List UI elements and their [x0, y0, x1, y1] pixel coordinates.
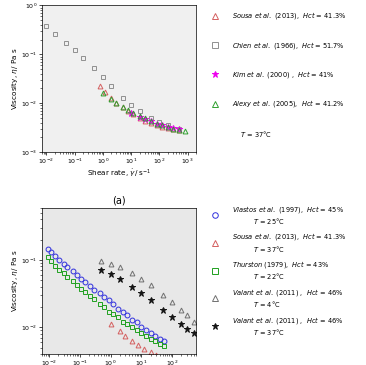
Text: $\mathit{T}$ = 37°C: $\mathit{T}$ = 37°C — [232, 129, 272, 139]
Text: (a): (a) — [112, 196, 126, 206]
Y-axis label: Viscosity, $\eta$/ Pa s: Viscosity, $\eta$/ Pa s — [10, 250, 20, 312]
Text: $\mathit{Kim}$ $\mathit{et}$ $\mathit{al.}$ (2000) ,  $\mathit{Hct}$ = 41%: $\mathit{Kim}$ $\mathit{et}$ $\mathit{al… — [232, 69, 334, 80]
Text: $\mathit{Sousa}$ $\mathit{et}$ $\mathit{al.}$ (2013),  $\mathit{Hct}$ = 41.3%: $\mathit{Sousa}$ $\mathit{et}$ $\mathit{… — [232, 231, 346, 242]
Text: $\mathit{T}$ = 37°C: $\mathit{T}$ = 37°C — [232, 243, 284, 254]
Y-axis label: Viscosity, $\eta$/ Pa s: Viscosity, $\eta$/ Pa s — [10, 47, 20, 110]
Text: $\mathit{Valant}$ $\mathit{et}$ $\mathit{al.}$ (2011) ,  $\mathit{Hct}$ = 46%: $\mathit{Valant}$ $\mathit{et}$ $\mathit… — [232, 287, 343, 298]
Text: $\mathit{T}$ = 37°C: $\mathit{T}$ = 37°C — [232, 327, 284, 337]
Text: $\mathit{T}$ = 25°C: $\mathit{T}$ = 25°C — [232, 216, 284, 226]
Text: $\mathit{Valant}$ $\mathit{et}$ $\mathit{al.}$ (2011) ,  $\mathit{Hct}$ = 46%: $\mathit{Valant}$ $\mathit{et}$ $\mathit… — [232, 315, 343, 326]
Text: $\mathit{Alexy}$ $\mathit{et}$ $\mathit{al.}$ (2005),  $\mathit{Hct}$ = 41.2%: $\mathit{Alexy}$ $\mathit{et}$ $\mathit{… — [232, 98, 344, 109]
Text: $\mathit{Thurston}$ (1979),  $\mathit{Hct}$ = 43%: $\mathit{Thurston}$ (1979), $\mathit{Hct… — [232, 259, 329, 270]
Text: $\mathit{Vlastos}$ $\mathit{et}$ $\mathit{al.}$ (1997),  $\mathit{Hct}$ = 45%: $\mathit{Vlastos}$ $\mathit{et}$ $\mathi… — [232, 204, 343, 215]
X-axis label: Shear rate, $\dot{\gamma}$/ s$^{-1}$: Shear rate, $\dot{\gamma}$/ s$^{-1}$ — [87, 168, 152, 179]
Text: $\mathit{Chien}$ $\mathit{et}$ $\mathit{al.}$ (1966),  $\mathit{Hct}$ = 51.7%: $\mathit{Chien}$ $\mathit{et}$ $\mathit{… — [232, 39, 344, 50]
Text: $\mathit{T}$ = 22°C: $\mathit{T}$ = 22°C — [232, 272, 284, 281]
Text: $\mathit{Sousa}$ $\mathit{et}$ $\mathit{al.}$ (2013),  $\mathit{Hct}$ = 41.3%: $\mathit{Sousa}$ $\mathit{et}$ $\mathit{… — [232, 10, 346, 21]
Text: $\mathit{T}$ = 4°C: $\mathit{T}$ = 4°C — [232, 299, 280, 309]
